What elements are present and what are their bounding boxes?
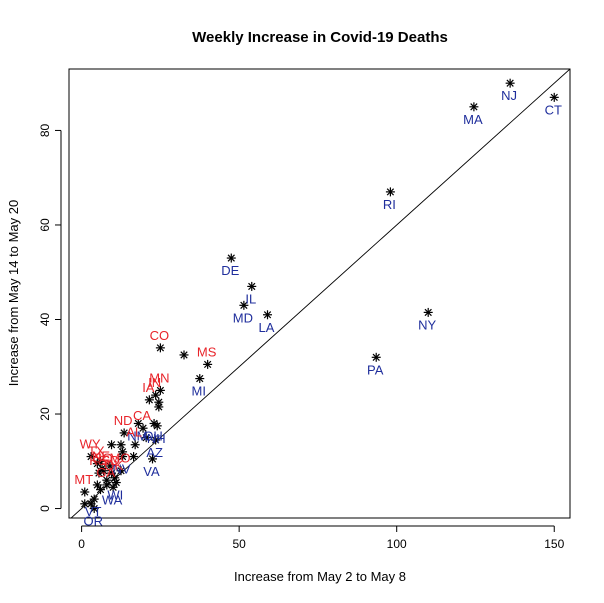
point-label-ct: CT	[545, 102, 562, 117]
x-tick-label-150: 150	[544, 537, 564, 551]
data-point-marker-ny	[423, 307, 433, 317]
data-point-marker-sd	[107, 468, 117, 478]
point-label-mn: MN	[149, 370, 169, 385]
point-label-il: IL	[245, 291, 256, 306]
x-tick-label-50: 50	[232, 537, 246, 551]
point-label-nm: NM	[127, 428, 147, 443]
point-label-ma: MA	[463, 112, 483, 127]
data-point-marker-extra-6	[107, 440, 117, 450]
point-label-tx: TX	[88, 444, 105, 459]
data-point-marker-vt	[89, 494, 99, 504]
data-point-marker-wi	[111, 478, 121, 488]
data-point-marker-wa	[108, 482, 118, 492]
point-label-ri: RI	[383, 197, 396, 212]
data-point-marker-ca	[138, 423, 148, 433]
data-point-marker-or	[89, 504, 99, 514]
point-label-ms: MS	[197, 344, 217, 359]
data-point-marker-nv	[118, 452, 128, 462]
point-label-pa: PA	[367, 362, 384, 377]
data-point-marker-mi	[195, 374, 205, 384]
point-label-sd: SD	[102, 453, 120, 468]
data-point-marker-mt	[80, 487, 90, 497]
chart-title: Weekly Increase in Covid-19 Deaths	[192, 29, 448, 46]
data-point-marker-ct	[549, 92, 559, 102]
data-point-marker-nj	[505, 78, 515, 88]
point-label-ga: GA	[96, 465, 115, 480]
point-label-az: AZ	[146, 445, 163, 460]
data-point-marker-md	[239, 300, 249, 310]
data-point-marker-va	[148, 454, 157, 464]
point-label-va: VA	[143, 464, 160, 479]
y-tick-label-60: 60	[38, 218, 52, 232]
point-label-al: AL	[126, 425, 142, 440]
point-label-mt: MT	[74, 472, 93, 487]
x-axis-label: Increase from May 2 to May 8	[234, 569, 406, 584]
reference-line	[70, 69, 570, 518]
data-point-marker-co	[155, 343, 165, 353]
y-axis-label: Increase from May 14 to May 20	[6, 200, 21, 386]
data-point-marker-mo	[116, 466, 126, 476]
data-point-marker-extra-5	[116, 440, 126, 450]
y-tick-label-20: 20	[38, 407, 52, 421]
data-point-marker-extra-14	[105, 461, 115, 471]
y-tick-label-0: 0	[38, 505, 52, 512]
data-point-marker-in	[151, 390, 161, 400]
data-point-marker-ia	[144, 395, 154, 405]
x-tick-label-0: 0	[78, 537, 85, 551]
y-tick-label-80: 80	[38, 123, 52, 137]
data-point-marker-extra-4	[129, 452, 139, 462]
point-label-ks: KS	[89, 453, 107, 468]
y-axis: 0 20 40 60 80	[38, 123, 62, 512]
point-label-vt: VT	[85, 504, 102, 519]
point-label-sc: SC	[94, 451, 112, 466]
x-tick-label-100: 100	[387, 537, 407, 551]
point-label-ok: OK	[104, 458, 123, 473]
data-point-marker-ri	[385, 187, 395, 197]
point-label-ny: NY	[418, 317, 436, 332]
data-point-marker-nd	[119, 428, 129, 438]
plot-frame	[68, 68, 571, 519]
data-point-marker-extra-12	[80, 499, 90, 509]
point-label-wa: WA	[102, 492, 123, 507]
point-label-wi: WI	[107, 488, 123, 503]
data-point-marker-extra-13	[92, 480, 102, 490]
data-point-marker-extra-0	[179, 350, 189, 360]
point-label-oh: OH	[143, 428, 163, 443]
point-label-or: OR	[83, 514, 103, 529]
x-axis: 0 50 100 150	[78, 525, 565, 551]
y-tick-label-40: 40	[38, 313, 52, 327]
point-label-mi: MI	[192, 384, 206, 399]
data-point-marker-extra-3	[141, 433, 151, 443]
point-label-nh: NH	[147, 431, 166, 446]
data-point-marker-il	[247, 281, 257, 291]
data-point-marker-la	[263, 310, 273, 320]
point-label-nd: ND	[114, 413, 133, 428]
point-label-in: IN	[148, 375, 161, 390]
data-point-marker-extra-2	[154, 397, 164, 407]
data-point-marker-wy	[86, 452, 96, 462]
point-label-wy: WY	[80, 437, 101, 452]
data-point-marker-al	[130, 440, 140, 450]
point-label-nj: NJ	[501, 88, 517, 103]
point-label-co: CO	[150, 328, 170, 343]
data-point-marker-nh	[152, 421, 162, 431]
point-label-ne: NE	[92, 448, 110, 463]
point-label-mo: MO	[110, 451, 131, 466]
plot-area	[70, 69, 570, 518]
data-point-marker-ms	[203, 359, 213, 369]
point-label-md: MD	[233, 310, 253, 325]
point-label-ia: IA	[142, 380, 155, 395]
data-point-marker-de	[226, 253, 236, 263]
point-label-la: LA	[259, 320, 275, 335]
point-label-ca: CA	[133, 408, 151, 423]
data-point-marker-extra-10	[96, 485, 106, 495]
point-label-nv: NV	[113, 462, 131, 477]
point-label-de: DE	[221, 263, 239, 278]
data-point-marker-mn	[155, 385, 165, 395]
data-point-marker-pa	[371, 352, 381, 362]
data-point-marker-ks	[94, 468, 104, 478]
data-point-marker-az	[151, 435, 161, 445]
data-point-marker-ma	[469, 102, 479, 112]
